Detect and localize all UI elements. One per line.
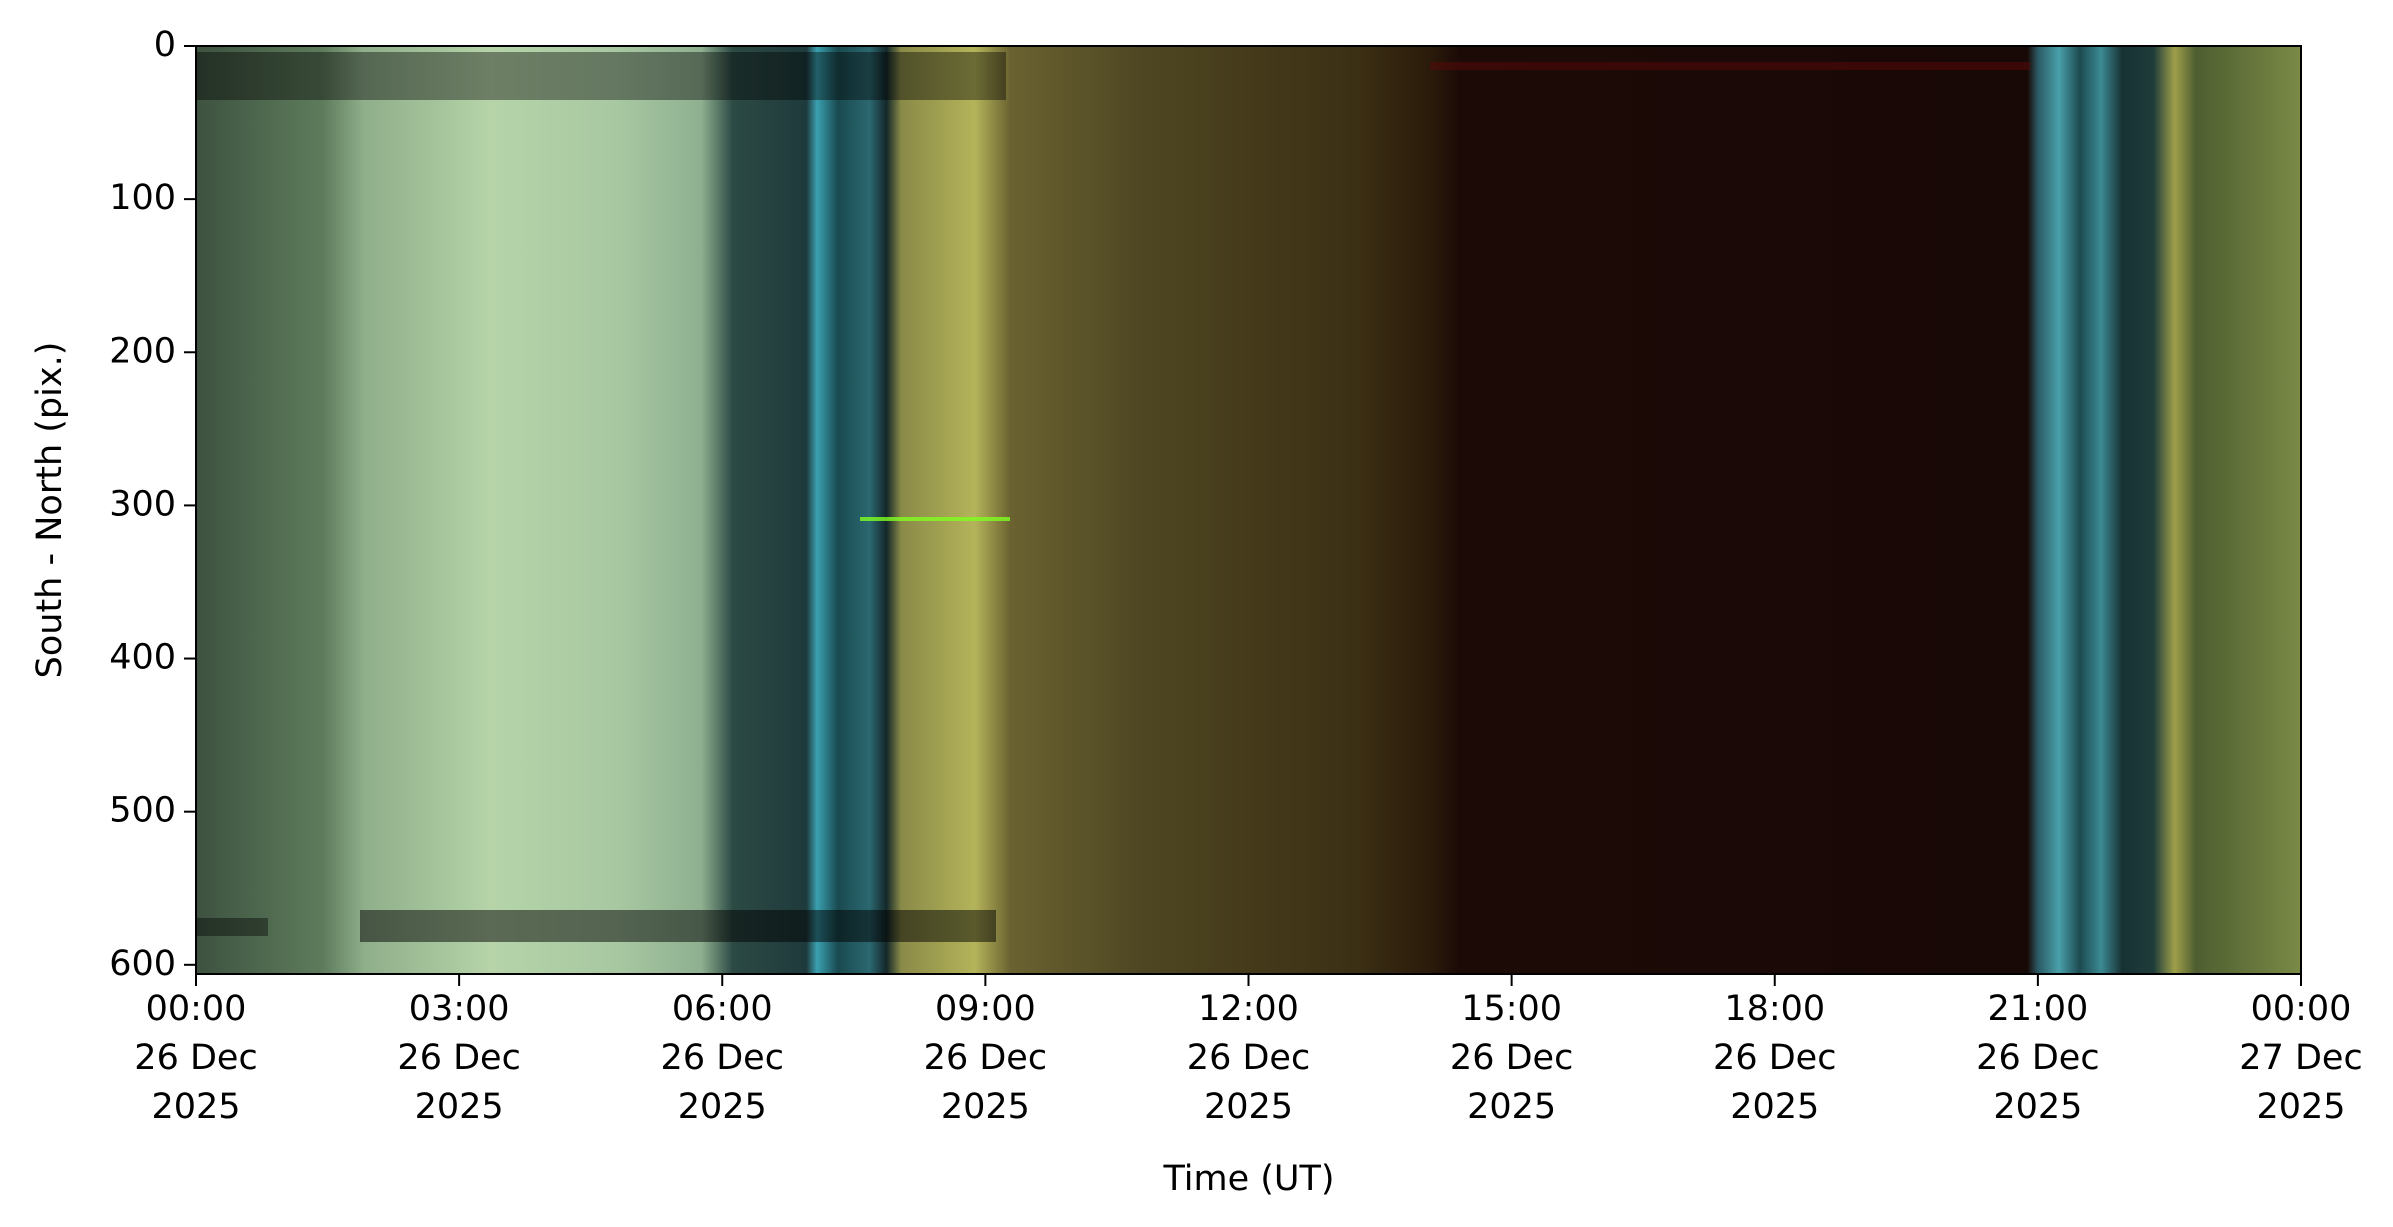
y-tick-label: 100 — [109, 178, 176, 218]
y-tick-label: 200 — [109, 331, 176, 371]
y-tick-label: 0 — [154, 25, 176, 65]
x-tick-label: 12:00 26 Dec 2025 — [1187, 989, 1310, 1127]
x-axis-title: Time (UT) — [1162, 1159, 1334, 1199]
y-tick-label: 600 — [109, 944, 176, 984]
image-band — [196, 918, 268, 936]
y-tick-label: 500 — [109, 791, 176, 831]
x-tick-label: 00:00 26 Dec 2025 — [134, 989, 257, 1127]
x-tick-label: 09:00 26 Dec 2025 — [924, 989, 1047, 1127]
x-tick-label: 21:00 26 Dec 2025 — [1976, 989, 2099, 1127]
x-tick-label: 15:00 26 Dec 2025 — [1450, 989, 1573, 1127]
x-tick-label: 03:00 26 Dec 2025 — [397, 989, 520, 1127]
x-tick-label: 00:00 27 Dec 2025 — [2239, 989, 2362, 1127]
keogram-image — [196, 46, 2301, 974]
y-axis-title: South - North (pix.) — [30, 342, 70, 679]
image-band — [196, 52, 1006, 100]
x-tick-label: 06:00 26 Dec 2025 — [661, 989, 784, 1127]
image-band — [360, 910, 996, 942]
image-band — [1430, 62, 2030, 70]
y-tick-label: 300 — [109, 484, 176, 524]
x-tick-label: 18:00 26 Dec 2025 — [1713, 989, 1836, 1127]
y-tick-label: 400 — [109, 638, 176, 678]
